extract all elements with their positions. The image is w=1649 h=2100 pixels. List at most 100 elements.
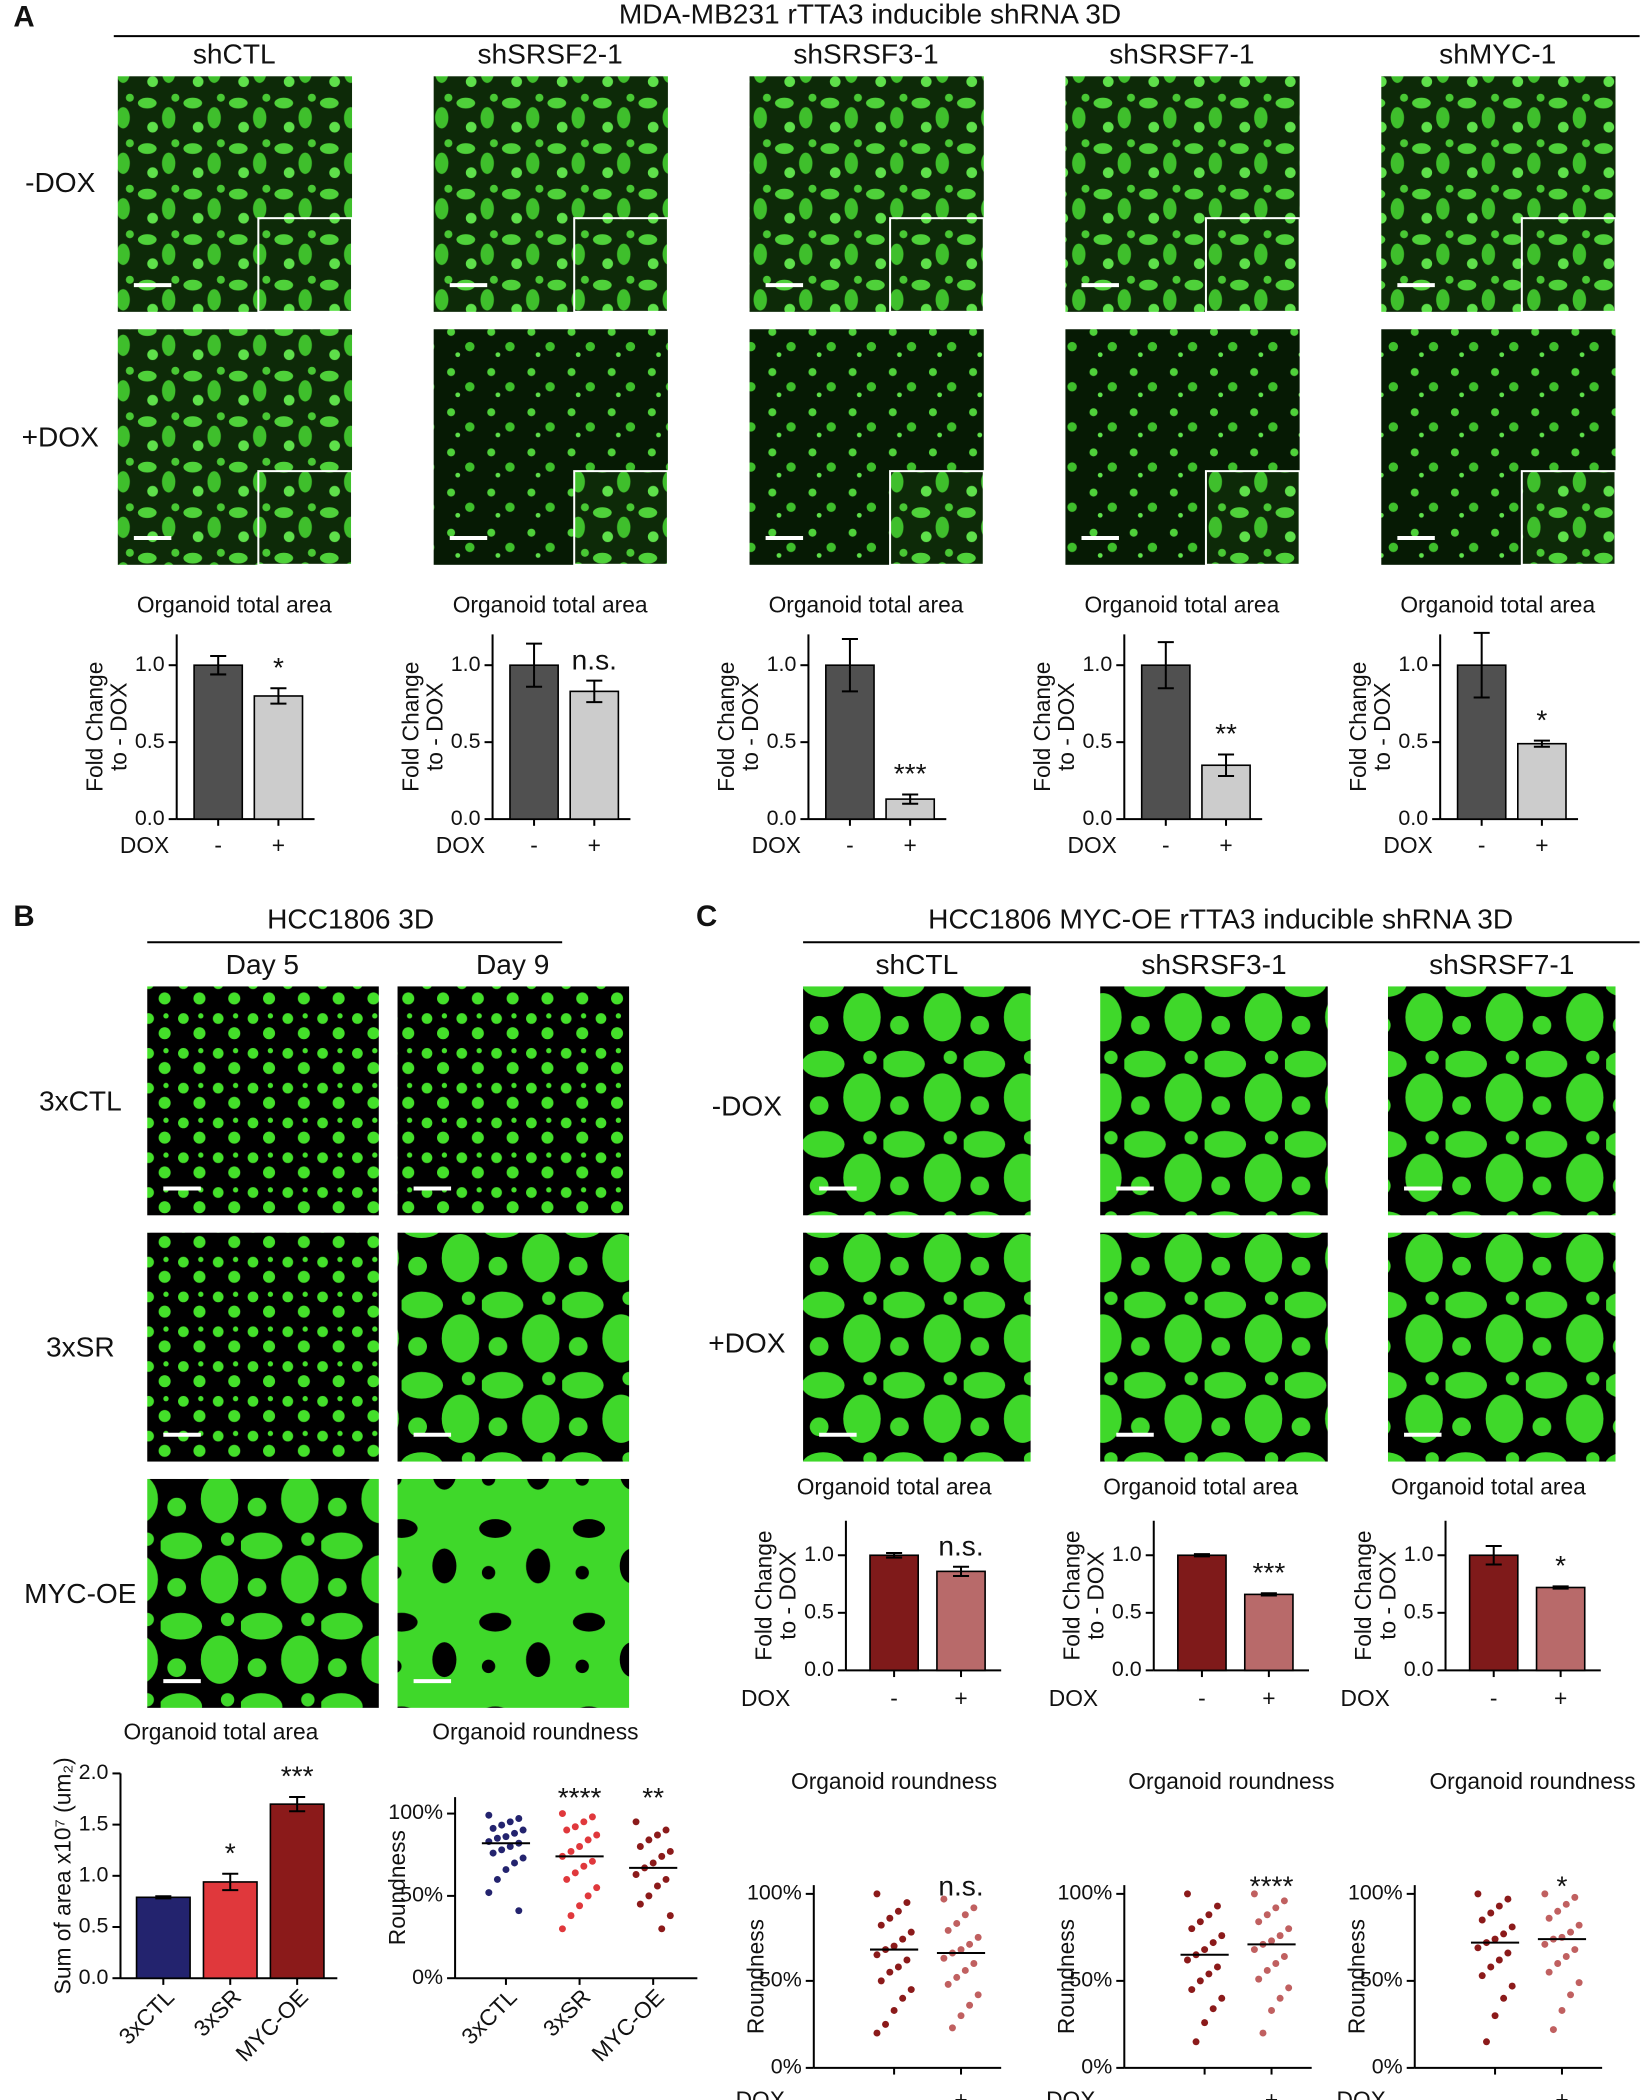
- dot: [567, 1912, 575, 1920]
- dot: [485, 1811, 493, 1819]
- dot: [1213, 1963, 1221, 1971]
- y-tick-label: 1.0: [804, 1542, 834, 1566]
- inset: [573, 217, 669, 313]
- dot: [1575, 1921, 1583, 1929]
- dot: [645, 1892, 653, 1900]
- dot: [1487, 1963, 1495, 1971]
- dot: [1188, 1925, 1196, 1933]
- micrograph: [147, 1478, 379, 1708]
- micrograph: [1100, 986, 1328, 1216]
- dot: [899, 1994, 907, 2002]
- dot: [1263, 1966, 1271, 1974]
- dot: [907, 1928, 915, 1936]
- y-axis-label: Fold Change: [1345, 662, 1371, 792]
- y-tick-label: 1.0: [451, 652, 481, 676]
- micrograph: [397, 1478, 630, 1708]
- y-tick-label: 2.0: [79, 1760, 109, 1784]
- y-tick-label: 0%: [1081, 2055, 1112, 2079]
- dot: [944, 1926, 952, 1934]
- dot: [873, 1890, 881, 1898]
- column-title: shCTL: [875, 949, 958, 980]
- x-tick-label: +: [1554, 1685, 1567, 1711]
- dot: [502, 1866, 510, 1874]
- dot: [1184, 1956, 1191, 1964]
- x-axis-label: DOX: [1341, 1685, 1390, 1711]
- x-axis-label: DOX: [1046, 2086, 1095, 2100]
- dot: [1567, 1928, 1575, 1936]
- dot: [1280, 1897, 1288, 1905]
- dot: [1478, 1916, 1486, 1924]
- dot: [1192, 2038, 1200, 2046]
- dot: [1571, 1946, 1579, 1954]
- dot: [563, 1875, 571, 1883]
- dot: [1272, 1960, 1280, 1967]
- significance: ***: [1252, 1557, 1285, 1588]
- y-tick-label: 0%: [412, 1965, 443, 1989]
- row-label: 3xSR: [46, 1332, 115, 1363]
- significance: *: [1555, 1550, 1566, 1581]
- dot: [1196, 1918, 1204, 1926]
- chart-title: Organoid roundness: [791, 1768, 997, 1794]
- panel-label: B: [13, 900, 34, 933]
- dot: [1255, 1918, 1263, 1926]
- y-tick-label: 1.5: [79, 1811, 109, 1835]
- y-axis-label: to - DOX: [1053, 683, 1079, 772]
- dot: [890, 1942, 898, 1950]
- dot: [506, 1843, 514, 1850]
- y-tick-label: 0%: [1372, 2055, 1403, 2079]
- x-tick-label: -: [890, 2086, 898, 2100]
- dot: [1209, 1939, 1217, 1947]
- dot: [974, 1933, 982, 1941]
- chart-title: Organoid total area: [1084, 591, 1279, 617]
- dot: [948, 2024, 956, 2032]
- dot: [662, 1875, 670, 1883]
- dot: [970, 1960, 978, 1967]
- bar: [509, 664, 559, 820]
- dot: [873, 2029, 881, 2037]
- inset: [257, 470, 354, 566]
- x-axis-label: DOX: [1068, 832, 1117, 858]
- dot: [966, 1940, 974, 1948]
- dot: [940, 1895, 948, 1903]
- x-tick-label: -: [890, 1685, 898, 1711]
- column-title: shCTL: [193, 39, 276, 70]
- dot: [558, 1810, 566, 1818]
- panel-title: HCC1806 3D: [267, 903, 434, 934]
- row-label: -DOX: [25, 167, 95, 198]
- row-label: +DOX: [22, 421, 100, 452]
- dot: [1268, 2006, 1276, 2014]
- dot: [1478, 1972, 1486, 1980]
- dot: [1188, 1986, 1196, 1994]
- micrograph: [147, 986, 379, 1216]
- dot: [636, 1843, 644, 1850]
- dot: [558, 1925, 566, 1933]
- y-tick-label: 1.0: [1398, 652, 1428, 676]
- dot: [1205, 1970, 1213, 1978]
- panel-label: C: [696, 900, 717, 933]
- y-tick-label: 0.5: [1082, 729, 1112, 753]
- dot: [1549, 2026, 1557, 2034]
- dot: [1558, 2006, 1566, 2014]
- x-tick-label: +: [1535, 832, 1548, 858]
- micrograph: [147, 1232, 379, 1462]
- dot: [593, 1831, 601, 1839]
- y-axis-label: Roundness: [1053, 1919, 1079, 2034]
- x-tick-label: +: [954, 2086, 967, 2100]
- dot: [1567, 1991, 1575, 1999]
- dot: [966, 2001, 974, 2009]
- dot: [485, 1889, 493, 1897]
- dot: [1201, 2019, 1209, 2027]
- x-axis-label: DOX: [741, 1685, 790, 1711]
- inset: [1520, 470, 1617, 566]
- dot: [894, 1907, 902, 1915]
- x-tick-label: +: [904, 832, 917, 858]
- dot: [1545, 1914, 1553, 1922]
- dot: [1263, 1911, 1271, 1919]
- chart-title: Organoid roundness: [432, 1718, 638, 1744]
- x-tick-label: -: [530, 832, 538, 858]
- dot: [588, 1813, 596, 1821]
- x-axis-label: DOX: [120, 832, 169, 858]
- bar: [202, 1881, 258, 1980]
- panel-label: A: [13, 1, 34, 34]
